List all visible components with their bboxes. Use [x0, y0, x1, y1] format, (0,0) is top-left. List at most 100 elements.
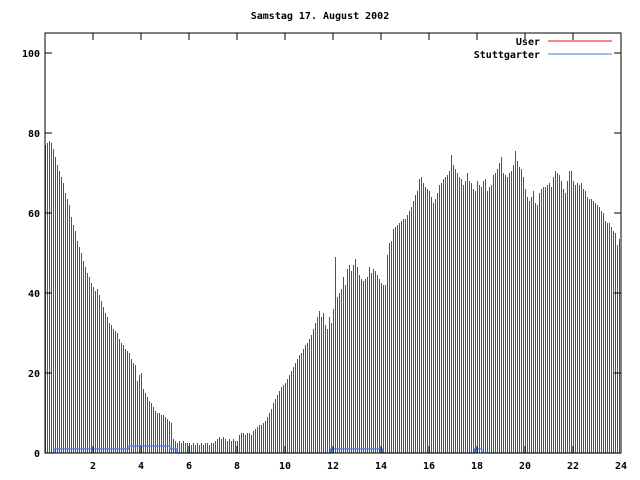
x-tick-label: 12 [327, 461, 339, 472]
impulse [255, 429, 256, 453]
impulse [517, 161, 518, 453]
impulse [423, 183, 424, 453]
impulse [121, 343, 122, 453]
impulse [81, 253, 82, 453]
impulse [571, 171, 572, 453]
impulse [187, 443, 188, 453]
impulse [215, 441, 216, 453]
impulse [177, 443, 178, 453]
impulse [233, 439, 234, 453]
impulse [545, 187, 546, 453]
impulse [487, 191, 488, 453]
impulse [117, 333, 118, 453]
impulse [349, 265, 350, 453]
impulse [509, 173, 510, 453]
impulse [343, 277, 344, 453]
x-tick-label: 24 [615, 461, 627, 472]
impulse [347, 269, 348, 453]
impulse [565, 193, 566, 453]
impulse [379, 279, 380, 453]
impulse [89, 277, 90, 453]
impulse [165, 417, 166, 453]
impulse [603, 213, 604, 453]
impulse [543, 187, 544, 453]
impulse [63, 183, 64, 453]
impulse [519, 167, 520, 453]
x-tick-label: 16 [423, 461, 435, 472]
impulse [235, 441, 236, 453]
impulse [533, 191, 534, 453]
impulse [491, 185, 492, 453]
impulse [75, 231, 76, 453]
impulse [441, 183, 442, 453]
impulse [369, 267, 370, 453]
impulse [557, 173, 558, 453]
impulse [495, 173, 496, 453]
impulse [119, 339, 120, 453]
impulse [375, 271, 376, 453]
impulse [261, 425, 262, 453]
impulse [199, 445, 200, 453]
impulse [493, 175, 494, 453]
impulse [51, 143, 52, 453]
impulse [283, 385, 284, 453]
impulse [539, 193, 540, 453]
impulse [47, 143, 48, 453]
impulse [169, 421, 170, 453]
impulse [341, 289, 342, 453]
impulse [273, 403, 274, 453]
impulse [209, 445, 210, 453]
impulse [173, 439, 174, 453]
impulse [393, 229, 394, 453]
impulse [91, 283, 92, 453]
impulse [321, 317, 322, 453]
impulse [333, 309, 334, 453]
impulse [477, 181, 478, 453]
impulse [601, 211, 602, 453]
impulse [249, 433, 250, 453]
impulse [561, 181, 562, 453]
impulse [129, 353, 130, 453]
impulse [421, 177, 422, 453]
impulse [195, 445, 196, 453]
impulse [563, 189, 564, 453]
impulse [377, 275, 378, 453]
impulse [527, 197, 528, 453]
impulse [331, 323, 332, 453]
impulse [113, 329, 114, 453]
impulse [325, 325, 326, 453]
impulse [315, 323, 316, 453]
impulse [473, 189, 474, 453]
impulse [171, 423, 172, 453]
impulse [453, 165, 454, 453]
impulse [87, 273, 88, 453]
impulse [337, 297, 338, 453]
impulse [529, 201, 530, 453]
impulse [175, 441, 176, 453]
impulse [353, 265, 354, 453]
impulse [455, 169, 456, 453]
impulse [95, 291, 96, 453]
impulse [307, 343, 308, 453]
impulse [503, 173, 504, 453]
impulse [515, 151, 516, 453]
legend-user-label: User [516, 37, 540, 48]
impulse [585, 191, 586, 453]
impulse [363, 281, 364, 453]
impulse [137, 381, 138, 453]
impulse [163, 415, 164, 453]
impulse [155, 411, 156, 453]
impulse [361, 279, 362, 453]
impulse [433, 203, 434, 453]
impulse [541, 189, 542, 453]
impulse [607, 223, 608, 453]
impulse [409, 211, 410, 453]
impulse [271, 409, 272, 453]
impulse [123, 345, 124, 453]
impulse [531, 197, 532, 453]
impulse [49, 141, 50, 453]
impulse [589, 199, 590, 453]
chart-title: Samstag 17. August 2002 [251, 11, 389, 22]
impulse [229, 439, 230, 453]
impulse [523, 177, 524, 453]
